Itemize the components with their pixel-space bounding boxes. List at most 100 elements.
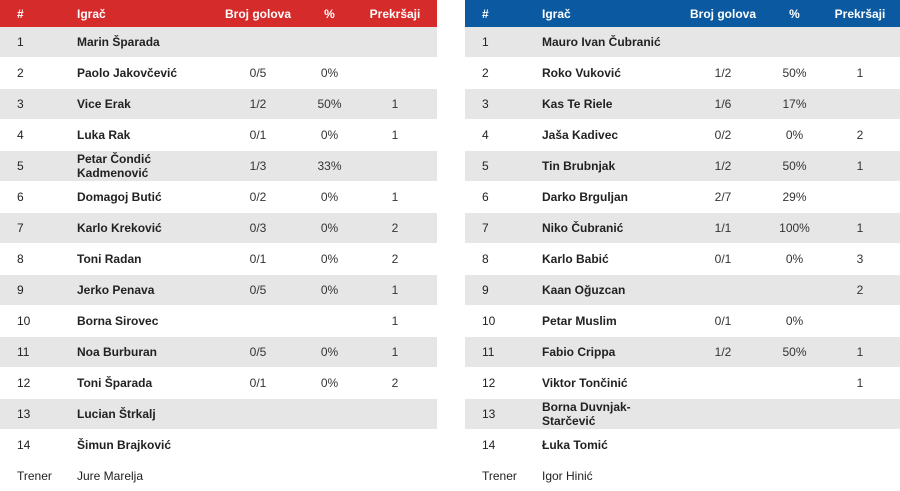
player-number: 14 bbox=[17, 438, 31, 452]
player-name: Roko Vuković bbox=[542, 66, 621, 80]
player-goals: 1/2 bbox=[714, 159, 732, 173]
player-goals: 0/5 bbox=[249, 283, 267, 297]
player-fouls: 2 bbox=[391, 376, 399, 390]
player-goals: 0/1 bbox=[714, 252, 732, 266]
player-number: 9 bbox=[17, 283, 24, 297]
player-goals: 0/1 bbox=[249, 128, 267, 142]
player-name: Petar Muslim bbox=[542, 314, 617, 328]
player-percent: 0% bbox=[785, 252, 804, 266]
player-goals: 0/1 bbox=[714, 314, 732, 328]
player-number: 3 bbox=[17, 97, 24, 111]
player-name: Toni Šparada bbox=[77, 376, 153, 390]
player-goals: 1/6 bbox=[714, 97, 732, 111]
player-name: Borna Duvnjak-Starčević bbox=[542, 400, 631, 428]
table-row: 11 Fabio Crippa 1/2 50% 1 bbox=[465, 337, 900, 368]
player-number: 6 bbox=[482, 190, 489, 204]
player-percent: 50% bbox=[782, 159, 807, 173]
player-number: 4 bbox=[17, 128, 24, 142]
table-row: 1 Mauro Ivan Čubranić bbox=[465, 27, 900, 58]
table-row: 6 Darko Brguljan 2/7 29% bbox=[465, 182, 900, 213]
table-row: 4 Jaša Kadivec 0/2 0% 2 bbox=[465, 120, 900, 151]
table-row: 9 Jerko Penava 0/5 0% 1 bbox=[0, 275, 437, 306]
coach-name: Igor Hinić bbox=[542, 469, 593, 483]
player-name: Petar Čondić Kadmenović bbox=[77, 152, 152, 180]
header-number: # bbox=[482, 6, 489, 21]
player-percent: 0% bbox=[320, 252, 339, 266]
coach-label: Trener bbox=[17, 469, 52, 483]
coach-row: Trener Igor Hinić bbox=[465, 461, 900, 491]
table-row: 14 Šimun Brajković bbox=[0, 430, 437, 461]
table-row: 5 Tin Brubnjak 1/2 50% 1 bbox=[465, 151, 900, 182]
player-number: 11 bbox=[482, 345, 495, 359]
player-goals: 1/2 bbox=[249, 97, 267, 111]
player-percent: 100% bbox=[779, 221, 810, 235]
player-percent: 0% bbox=[320, 190, 339, 204]
player-percent: 50% bbox=[782, 66, 807, 80]
player-fouls: 1 bbox=[856, 159, 864, 173]
table-row: 2 Roko Vuković 1/2 50% 1 bbox=[465, 58, 900, 89]
player-goals: 0/3 bbox=[249, 221, 267, 235]
player-percent: 0% bbox=[320, 66, 339, 80]
player-number: 13 bbox=[482, 407, 496, 421]
player-fouls: 1 bbox=[391, 190, 399, 204]
player-number: 13 bbox=[17, 407, 31, 421]
header-player: Igrač bbox=[542, 6, 571, 21]
player-name: Mauro Ivan Čubranić bbox=[542, 35, 661, 49]
table-row: 2 Paolo Jakovčević 0/5 0% bbox=[0, 58, 437, 89]
player-name: Toni Radan bbox=[77, 252, 142, 266]
player-fouls: 1 bbox=[391, 283, 399, 297]
home-team-table: # Igrač Broj golova% Prekršaji 1 Marin Šparad… bbox=[0, 0, 437, 491]
player-fouls: 2 bbox=[856, 128, 864, 142]
table-row: 11 Noa Burburan 0/5 0% 1 bbox=[0, 337, 437, 368]
player-fouls: 2 bbox=[391, 252, 399, 266]
table-row: 8 Karlo Babić 0/1 0% 3 bbox=[465, 244, 900, 275]
player-name: Paolo Jakovčević bbox=[77, 66, 178, 80]
player-name: Kaan Oğuzcan bbox=[542, 283, 626, 297]
player-percent: 0% bbox=[320, 345, 339, 359]
player-name: Darko Brguljan bbox=[542, 190, 629, 204]
player-fouls: 1 bbox=[391, 97, 399, 111]
table-row: 13 Lucian Štrkalj bbox=[0, 399, 437, 430]
header-number: # bbox=[17, 6, 24, 21]
player-fouls: 2 bbox=[856, 283, 864, 297]
player-goals: 0/2 bbox=[249, 190, 267, 204]
player-percent: 0% bbox=[785, 128, 804, 142]
player-fouls: 1 bbox=[391, 345, 399, 359]
player-number: 4 bbox=[482, 128, 489, 142]
table-row: 10 Borna Sirovec 1 bbox=[0, 306, 437, 337]
table-row: 8 Toni Radan 0/1 0% 2 bbox=[0, 244, 437, 275]
player-number: 10 bbox=[482, 314, 496, 328]
player-name: Tin Brubnjak bbox=[542, 159, 616, 173]
header-goals: Broj golova bbox=[689, 6, 756, 21]
player-percent: 50% bbox=[782, 345, 807, 359]
player-number: 7 bbox=[482, 221, 489, 235]
player-percent: 29% bbox=[782, 190, 807, 204]
player-name: Marin Šparada bbox=[77, 35, 160, 49]
player-number: 5 bbox=[17, 159, 24, 173]
player-number: 10 bbox=[17, 314, 31, 328]
header-percent: % bbox=[789, 6, 800, 21]
table-row: 12 Viktor Tončinić 1 bbox=[465, 368, 900, 399]
player-name: Jaša Kadivec bbox=[542, 128, 619, 142]
table-header: # Igrač Broj golova% Prekršaji bbox=[465, 0, 900, 27]
player-percent: 0% bbox=[320, 283, 339, 297]
player-goals: 2/7 bbox=[714, 190, 732, 204]
player-name: Niko Čubranić bbox=[542, 221, 624, 235]
player-goals: 0/1 bbox=[249, 252, 267, 266]
player-number: 5 bbox=[482, 159, 489, 173]
player-percent: 50% bbox=[317, 97, 342, 111]
player-name: Łuka Tomić bbox=[542, 438, 608, 452]
player-number: 7 bbox=[17, 221, 24, 235]
player-name: Jerko Penava bbox=[77, 283, 155, 297]
player-number: 1 bbox=[482, 35, 489, 49]
table-row: 12 Toni Šparada 0/1 0% 2 bbox=[0, 368, 437, 399]
player-percent: 0% bbox=[320, 376, 339, 390]
player-number: 3 bbox=[482, 97, 489, 111]
header-fouls: Prekršaji bbox=[834, 6, 886, 21]
table-row: 13 Borna Duvnjak-Starčević bbox=[465, 399, 900, 430]
player-number: 8 bbox=[482, 252, 489, 266]
player-name: Lucian Štrkalj bbox=[77, 407, 156, 421]
coach-name: Jure Marelja bbox=[77, 469, 144, 483]
header-player: Igrač bbox=[77, 6, 106, 21]
player-number: 8 bbox=[17, 252, 24, 266]
